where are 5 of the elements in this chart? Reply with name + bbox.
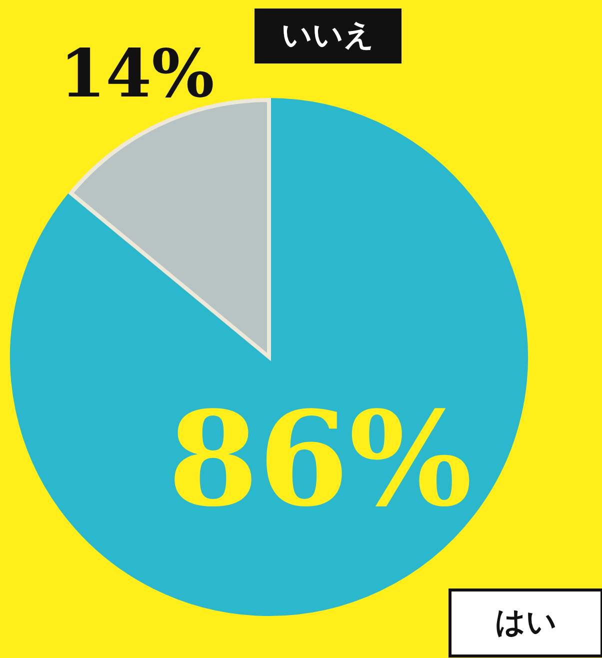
slice-label: はい: [495, 605, 557, 640]
data-label: 86%: [168, 382, 472, 536]
data-label: 14%: [60, 34, 214, 113]
pie-slice: [68, 98, 271, 359]
slice-label: いいえ: [282, 18, 374, 53]
